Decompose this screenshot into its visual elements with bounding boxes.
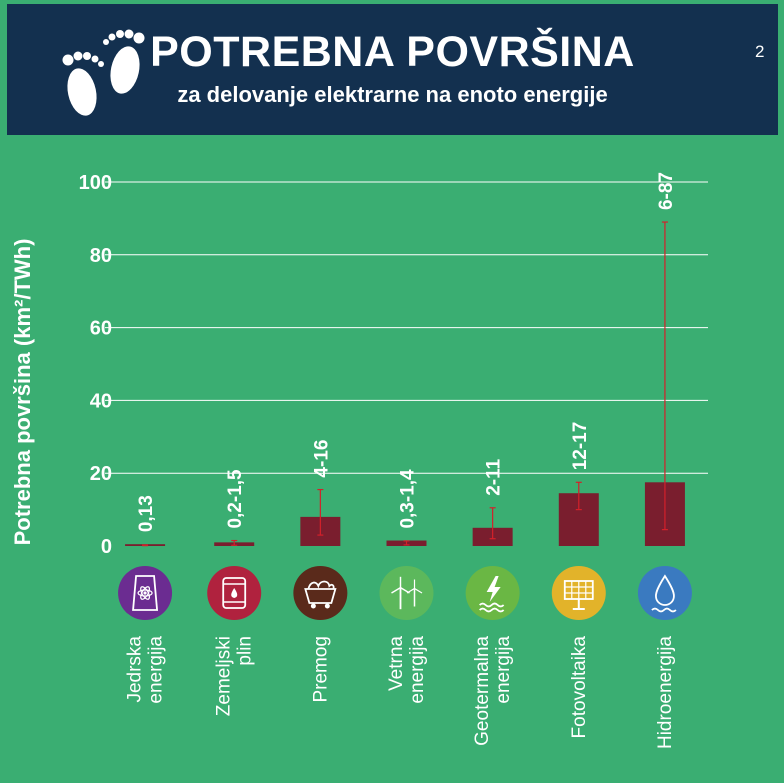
category-label: Zemeljskiplin <box>214 636 256 716</box>
page-title: POTREBNA POVRŠINA <box>150 28 635 76</box>
error-bar <box>661 221 668 531</box>
category-label: Vetrnaenergija <box>386 636 428 704</box>
y-tick-label: 60 <box>90 318 112 340</box>
error-bars <box>142 221 668 547</box>
y-tick-label: 40 <box>90 390 112 412</box>
error-bar <box>142 544 149 547</box>
coal-cart-icon <box>293 566 348 620</box>
category-label: Geotermalnaenergija <box>472 636 514 746</box>
page-number: 2 <box>755 42 765 61</box>
wind-turbine-icon <box>379 566 434 620</box>
geothermal-icon <box>465 566 520 620</box>
gas-barrel-icon <box>207 566 262 620</box>
y-axis-ticks: 0 20 40 60 80 100 <box>79 172 112 558</box>
range-label: 12-17 <box>570 422 591 471</box>
category-label: Jedrskaenergija <box>125 636 167 704</box>
error-bar <box>231 539 238 546</box>
range-label: 2-11 <box>484 458 505 495</box>
range-label: 0,13 <box>136 495 157 532</box>
range-label: 4-16 <box>311 440 332 478</box>
error-bar <box>403 540 410 546</box>
category-label: Hidroenergija <box>655 636 676 749</box>
range-label: 6-87 <box>656 172 677 210</box>
y-tick-label: 80 <box>90 245 112 267</box>
range-label: 0,3-1,4 <box>398 469 419 529</box>
error-bar <box>317 488 324 536</box>
y-axis-label: Potrebna površina (km²/TWh) <box>10 239 35 546</box>
category-label: Premog <box>310 636 331 703</box>
header-banner: POTREBNA POVRŠINA za delovanje elektrarn… <box>7 4 778 135</box>
range-label: 0,2-1,5 <box>225 469 246 529</box>
y-tick-label: 100 <box>79 172 112 194</box>
error-bar <box>489 507 496 540</box>
water-drop-icon <box>637 566 692 620</box>
page-subtitle: za delovanje elektrarne na enoto energij… <box>177 82 608 107</box>
footprints-icon <box>62 29 145 116</box>
nuclear-plant-icon <box>118 566 173 620</box>
range-labels: 0,13 0,2-1,5 4-16 0,3-1,4 2-11 12-17 6-87 <box>136 172 677 532</box>
grid-lines <box>105 181 708 474</box>
category-label: Fotovoltaika <box>569 636 590 739</box>
y-tick-label: 20 <box>90 463 112 485</box>
error-bar <box>575 481 582 511</box>
category-labels: Jedrskaenergija Zemeljskiplin Premog Vetrna… <box>125 636 676 749</box>
y-tick-label: 0 <box>101 536 112 558</box>
category-icons <box>118 566 692 620</box>
solar-panel-icon <box>551 566 606 620</box>
